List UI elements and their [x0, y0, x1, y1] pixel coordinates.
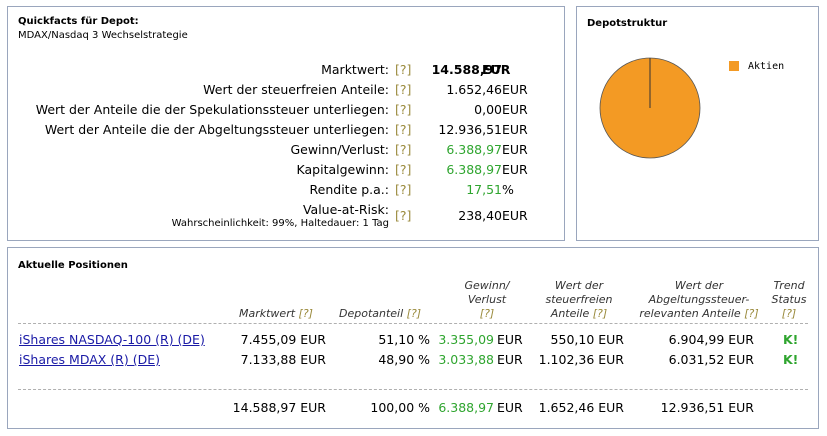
steuerfrei-value: 1.652,46	[446, 82, 502, 97]
positions-title: Aktuelle Positionen	[18, 260, 128, 271]
row2-gewinn-unit: EUR	[497, 352, 523, 367]
total-steuerfrei: 1.652,46 EUR	[538, 400, 624, 415]
quickfacts-subtitle: MDAX/Nasdaq 3 Wechselstrategie	[18, 30, 188, 41]
var-unit: EUR	[502, 208, 528, 223]
col-header-abgeltung: Wert der Abgeltungssteuer- relevanten An…	[634, 279, 764, 321]
col-abgelt-line2: Abgeltungssteuer-	[648, 293, 750, 306]
spekulation-unit: EUR	[502, 102, 528, 117]
position-link-nasdaq[interactable]: iShares NASDAQ-100 (R) (DE)	[19, 332, 205, 347]
gewinn-verlust-value: 6.388,97	[446, 142, 502, 157]
steuerfrei-unit: EUR	[502, 82, 528, 97]
position-link-mdax[interactable]: iShares MDAX (R) (DE)	[19, 352, 160, 367]
kapitalgewinn-label: Kapitalgewinn:	[296, 162, 389, 177]
total-depotanteil: 100,00 %	[370, 400, 430, 415]
total-marktwert: 14.588,97 EUR	[232, 400, 326, 415]
legend-swatch-aktien	[729, 61, 739, 71]
row1-abgelt: 6.904,99 EUR	[668, 332, 754, 347]
col-depotanteil-label: Depotanteil	[339, 307, 404, 320]
positions-panel: Aktuelle Positionen Marktwert [?] Depota…	[7, 247, 819, 429]
rendite-value: 17,51	[466, 182, 502, 197]
rendite-unit: %	[502, 182, 514, 197]
legend-label-aktien: Aktien	[748, 61, 785, 72]
total-abgelt: 12.936,51 EUR	[660, 400, 754, 415]
steuerfrei-help-link[interactable]: [?]	[395, 82, 412, 97]
spekulation-help-link[interactable]: [?]	[395, 102, 412, 117]
row2-marktwert: 7.133,88 EUR	[240, 352, 326, 367]
marktwert-help-link[interactable]: [?]	[395, 62, 412, 77]
marktwert-label: Marktwert:	[321, 62, 389, 77]
var-value: 238,40	[458, 208, 502, 223]
header-separator	[18, 323, 808, 324]
col-header-gewinn: Gewinn/ Verlust [?]	[452, 279, 522, 321]
row1-depotanteil: 51,10 %	[378, 332, 430, 347]
rendite-help-link[interactable]: [?]	[395, 182, 412, 197]
kapitalgewinn-help-link[interactable]: [?]	[395, 162, 412, 177]
totals-separator	[18, 389, 808, 390]
col-steuerfrei-help-link[interactable]: [?]	[592, 307, 608, 320]
col-marktwert-help-link[interactable]: [?]	[298, 307, 313, 320]
var-label: Value-at-Risk:	[302, 202, 389, 217]
row2-abgelt: 6.031,52 EUR	[668, 352, 754, 367]
marktwert-unit: EUR	[482, 62, 511, 77]
row2-gewinn: 3.033,88	[438, 352, 494, 367]
col-depotanteil-help-link[interactable]: [?]	[406, 307, 422, 320]
col-header-marktwert: Marktwert [?]	[239, 307, 313, 321]
abgeltung-label: Wert der Anteile die der Abgeltungssteue…	[44, 122, 389, 137]
gewinn-verlust-unit: EUR	[502, 142, 528, 157]
depot-pie-chart	[599, 57, 701, 159]
col-steuerfrei-line2: steuerfreien	[545, 293, 613, 306]
row2-depotanteil: 48,90 %	[378, 352, 430, 367]
spekulation-label: Wert der Anteile die der Spekulationsste…	[35, 102, 389, 117]
row2-trend-status: K!	[783, 352, 799, 367]
quickfacts-title: Quickfacts für Depot:	[18, 16, 139, 27]
gewinn-verlust-label: Gewinn/Verlust:	[290, 142, 389, 157]
col-trend-line2: Status	[771, 293, 807, 306]
col-gewinn-line1: Gewinn/	[464, 279, 510, 292]
spekulation-value: 0,00	[474, 102, 502, 117]
col-gewinn-help-link[interactable]: [?]	[479, 307, 495, 320]
col-abgelt-line3: relevanten Anteile	[639, 307, 741, 320]
col-trend-line1: Trend	[773, 279, 805, 292]
var-sublabel: Wahrscheinlichkeit: 99%, Haltedauer: 1 T…	[171, 218, 389, 229]
col-header-depotanteil: Depotanteil [?]	[339, 307, 421, 321]
row1-gewinn-unit: EUR	[497, 332, 523, 347]
kapitalgewinn-unit: EUR	[502, 162, 528, 177]
total-gewinn-unit: EUR	[497, 400, 523, 415]
abgeltung-help-link[interactable]: [?]	[395, 122, 412, 137]
var-help-link[interactable]: [?]	[395, 208, 412, 223]
row1-trend-status: K!	[783, 332, 799, 347]
col-trend-help-link[interactable]: [?]	[781, 307, 797, 320]
col-header-steuerfrei: Wert der steuerfreien Anteile [?]	[534, 279, 624, 321]
abgeltung-unit: EUR	[502, 122, 528, 137]
row1-steuerfrei: 550,10 EUR	[550, 332, 624, 347]
total-gewinn: 6.388,97	[438, 400, 494, 415]
depotstruktur-title: Depotstruktur	[587, 18, 668, 29]
row1-marktwert: 7.455,09 EUR	[240, 332, 326, 347]
col-abgelt-help-link[interactable]: [?]	[744, 307, 759, 320]
col-abgelt-line1: Wert der	[674, 279, 724, 292]
col-gewinn-line2: Verlust	[467, 293, 507, 306]
abgeltung-value: 12.936,51	[438, 122, 502, 137]
kapitalgewinn-value: 6.388,97	[446, 162, 502, 177]
col-steuerfrei-line3: Anteile	[550, 307, 590, 320]
col-marktwert-label: Marktwert	[239, 307, 296, 320]
col-header-trend: Trend Status [?]	[768, 279, 810, 321]
steuerfrei-label: Wert der steuerfreien Anteile:	[203, 82, 389, 97]
quickfacts-panel: Quickfacts für Depot: MDAX/Nasdaq 3 Wech…	[7, 6, 565, 241]
depotstruktur-panel: Depotstruktur Aktien	[576, 6, 819, 241]
col-steuerfrei-line1: Wert der	[554, 279, 604, 292]
rendite-label: Rendite p.a.:	[309, 182, 389, 197]
gewinn-verlust-help-link[interactable]: [?]	[395, 142, 412, 157]
row1-gewinn: 3.355,09	[438, 332, 494, 347]
row2-steuerfrei: 1.102,36 EUR	[538, 352, 624, 367]
marktwert-value: 14.588,97	[431, 62, 502, 77]
